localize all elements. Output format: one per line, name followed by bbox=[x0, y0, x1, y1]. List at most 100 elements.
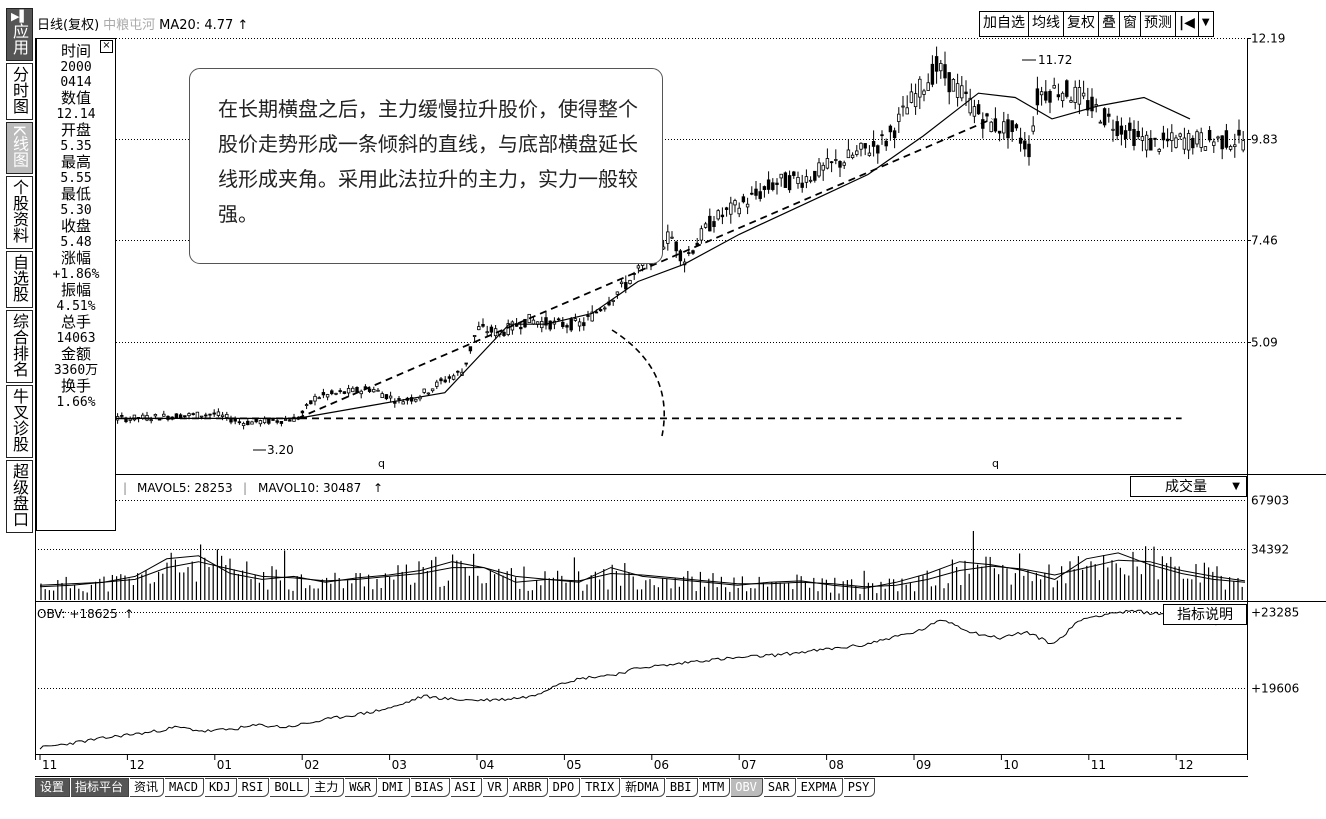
candle-body bbox=[1107, 113, 1111, 117]
sidebar-item-watchlist[interactable]: 自选股 bbox=[6, 250, 33, 308]
candle-body bbox=[414, 398, 418, 402]
tab-sar[interactable]: SAR bbox=[763, 778, 796, 797]
candle-body bbox=[792, 171, 796, 176]
tab-dmi[interactable]: DMI bbox=[377, 778, 410, 797]
candle-body bbox=[964, 91, 968, 95]
mavol10-label: MAVOL10: 30487 bbox=[258, 481, 361, 495]
chart-toolbar: 加自选 均线 复权 叠 窗 预测 |◀ ▼ bbox=[979, 11, 1214, 37]
chevron-down-icon[interactable]: ▼ bbox=[1201, 17, 1210, 28]
candle-body bbox=[489, 326, 494, 333]
tab-obv[interactable]: OBV bbox=[731, 778, 763, 797]
back-to-start-icon[interactable]: |◀ bbox=[1176, 12, 1199, 36]
tab-asi[interactable]: ASI bbox=[450, 778, 483, 797]
candle-body bbox=[1170, 132, 1174, 141]
price-axis-label: 9.83 bbox=[1251, 133, 1278, 147]
indicator-help-button[interactable]: 指标说明 bbox=[1163, 604, 1247, 625]
low-marker-right: q bbox=[992, 457, 999, 470]
tab-mtm[interactable]: MTM bbox=[698, 778, 731, 797]
candle-body bbox=[863, 143, 867, 149]
window-button[interactable]: 窗 bbox=[1120, 12, 1141, 36]
candle-body bbox=[342, 391, 347, 394]
separator-mark: | bbox=[123, 481, 127, 495]
candle-body bbox=[388, 395, 393, 399]
candle-body bbox=[582, 322, 586, 327]
sidebar-item-apps[interactable]: ▶▌ 应用 bbox=[6, 8, 33, 61]
candle-body bbox=[1027, 143, 1031, 158]
info-value-low: 5.30 bbox=[60, 203, 92, 218]
candle-body bbox=[313, 395, 317, 402]
candle-body bbox=[506, 323, 510, 335]
info-label-change: 涨幅 bbox=[60, 249, 91, 267]
candle-body bbox=[1203, 146, 1208, 151]
tab-kdj[interactable]: KDJ bbox=[204, 778, 237, 797]
candle-body bbox=[888, 125, 893, 133]
candle-body bbox=[729, 202, 733, 215]
info-label-amount: 金额 bbox=[60, 345, 91, 363]
overlay-button[interactable]: 叠 bbox=[1099, 12, 1120, 36]
volume-axis-label: 34392 bbox=[1251, 543, 1289, 557]
candle-body bbox=[1237, 129, 1241, 136]
tab-macd[interactable]: MACD bbox=[165, 778, 204, 797]
candle-body bbox=[1077, 87, 1082, 105]
candle-body bbox=[401, 401, 405, 405]
candle-body bbox=[464, 362, 468, 365]
sidebar-item-profile[interactable]: 个股资料 bbox=[6, 175, 33, 249]
mavol5-label: MAVOL5: 28253 bbox=[137, 481, 233, 495]
tab-boll[interactable]: BOLL bbox=[270, 778, 310, 797]
candle-body bbox=[800, 182, 804, 188]
candle-body bbox=[1220, 135, 1224, 150]
tab-expma[interactable]: EXPMA bbox=[796, 778, 843, 797]
candle-body bbox=[1031, 125, 1035, 132]
candle-body bbox=[229, 419, 233, 423]
tab-trix[interactable]: TRIX bbox=[581, 778, 621, 797]
candle-body bbox=[829, 161, 834, 164]
tab-news[interactable]: 资讯 bbox=[130, 778, 165, 797]
forecast-button[interactable]: 预测 bbox=[1141, 12, 1176, 36]
sidebar-item-super-panel[interactable]: 超级盘口 bbox=[6, 459, 33, 533]
candle-body bbox=[456, 370, 460, 373]
add-watchlist-button[interactable]: 加自选 bbox=[980, 12, 1029, 36]
tab-rsi[interactable]: RSI bbox=[237, 778, 270, 797]
tab-settings[interactable]: 设置 bbox=[35, 778, 71, 797]
candle-body bbox=[838, 161, 842, 168]
info-value-date-year: 2000 bbox=[60, 60, 92, 75]
info-label-close: 收盘 bbox=[60, 217, 91, 235]
candle-body bbox=[409, 397, 414, 402]
adjust-rights-button[interactable]: 复权 bbox=[1064, 12, 1099, 36]
tab-new-dma[interactable]: 新DMA bbox=[621, 778, 665, 797]
x-axis-label: 01 bbox=[217, 758, 232, 772]
sidebar-item-ranking[interactable]: 综合排名 bbox=[6, 309, 33, 383]
tab-dpo[interactable]: DPO bbox=[548, 778, 581, 797]
candle-body bbox=[1224, 130, 1229, 148]
sidebar-item-kline[interactable]: K线图 bbox=[6, 122, 33, 174]
candle-body bbox=[821, 164, 825, 171]
candle-body bbox=[523, 318, 527, 328]
moving-average-button[interactable]: 均线 bbox=[1029, 12, 1064, 36]
candle-body bbox=[636, 265, 641, 269]
tab-bbi[interactable]: BBI bbox=[665, 778, 698, 797]
candle-body bbox=[283, 419, 288, 421]
sidebar-item-diagnosis[interactable]: 牛叉诊股 bbox=[6, 384, 33, 458]
candle-body bbox=[1115, 121, 1119, 137]
tab-wr[interactable]: W&R bbox=[345, 778, 377, 797]
candle-body bbox=[603, 307, 607, 310]
tab-vr[interactable]: VR bbox=[483, 778, 508, 797]
candle-body bbox=[876, 145, 880, 154]
tab-psy[interactable]: PSY bbox=[843, 778, 876, 797]
tab-arbr[interactable]: ARBR bbox=[508, 778, 548, 797]
candle-body bbox=[817, 162, 821, 177]
tab-main-force[interactable]: 主力 bbox=[310, 778, 345, 797]
tab-indicator-platform[interactable]: 指标平台 bbox=[71, 778, 130, 797]
sidebar-item-timeshare[interactable]: 分时图 bbox=[6, 63, 33, 120]
candle-body bbox=[750, 192, 754, 195]
candle-body bbox=[783, 172, 788, 188]
candle-body bbox=[1199, 132, 1203, 148]
candle-body bbox=[573, 318, 578, 321]
tab-bias[interactable]: BIAS bbox=[410, 778, 450, 797]
candle-body bbox=[544, 317, 548, 326]
volume-indicator-dropdown[interactable]: 成交量 ▼ bbox=[1130, 476, 1247, 497]
candle-body bbox=[183, 415, 187, 418]
candle-body bbox=[132, 414, 137, 421]
close-icon[interactable]: × bbox=[100, 40, 113, 53]
info-label-turnover: 换手 bbox=[60, 377, 91, 395]
